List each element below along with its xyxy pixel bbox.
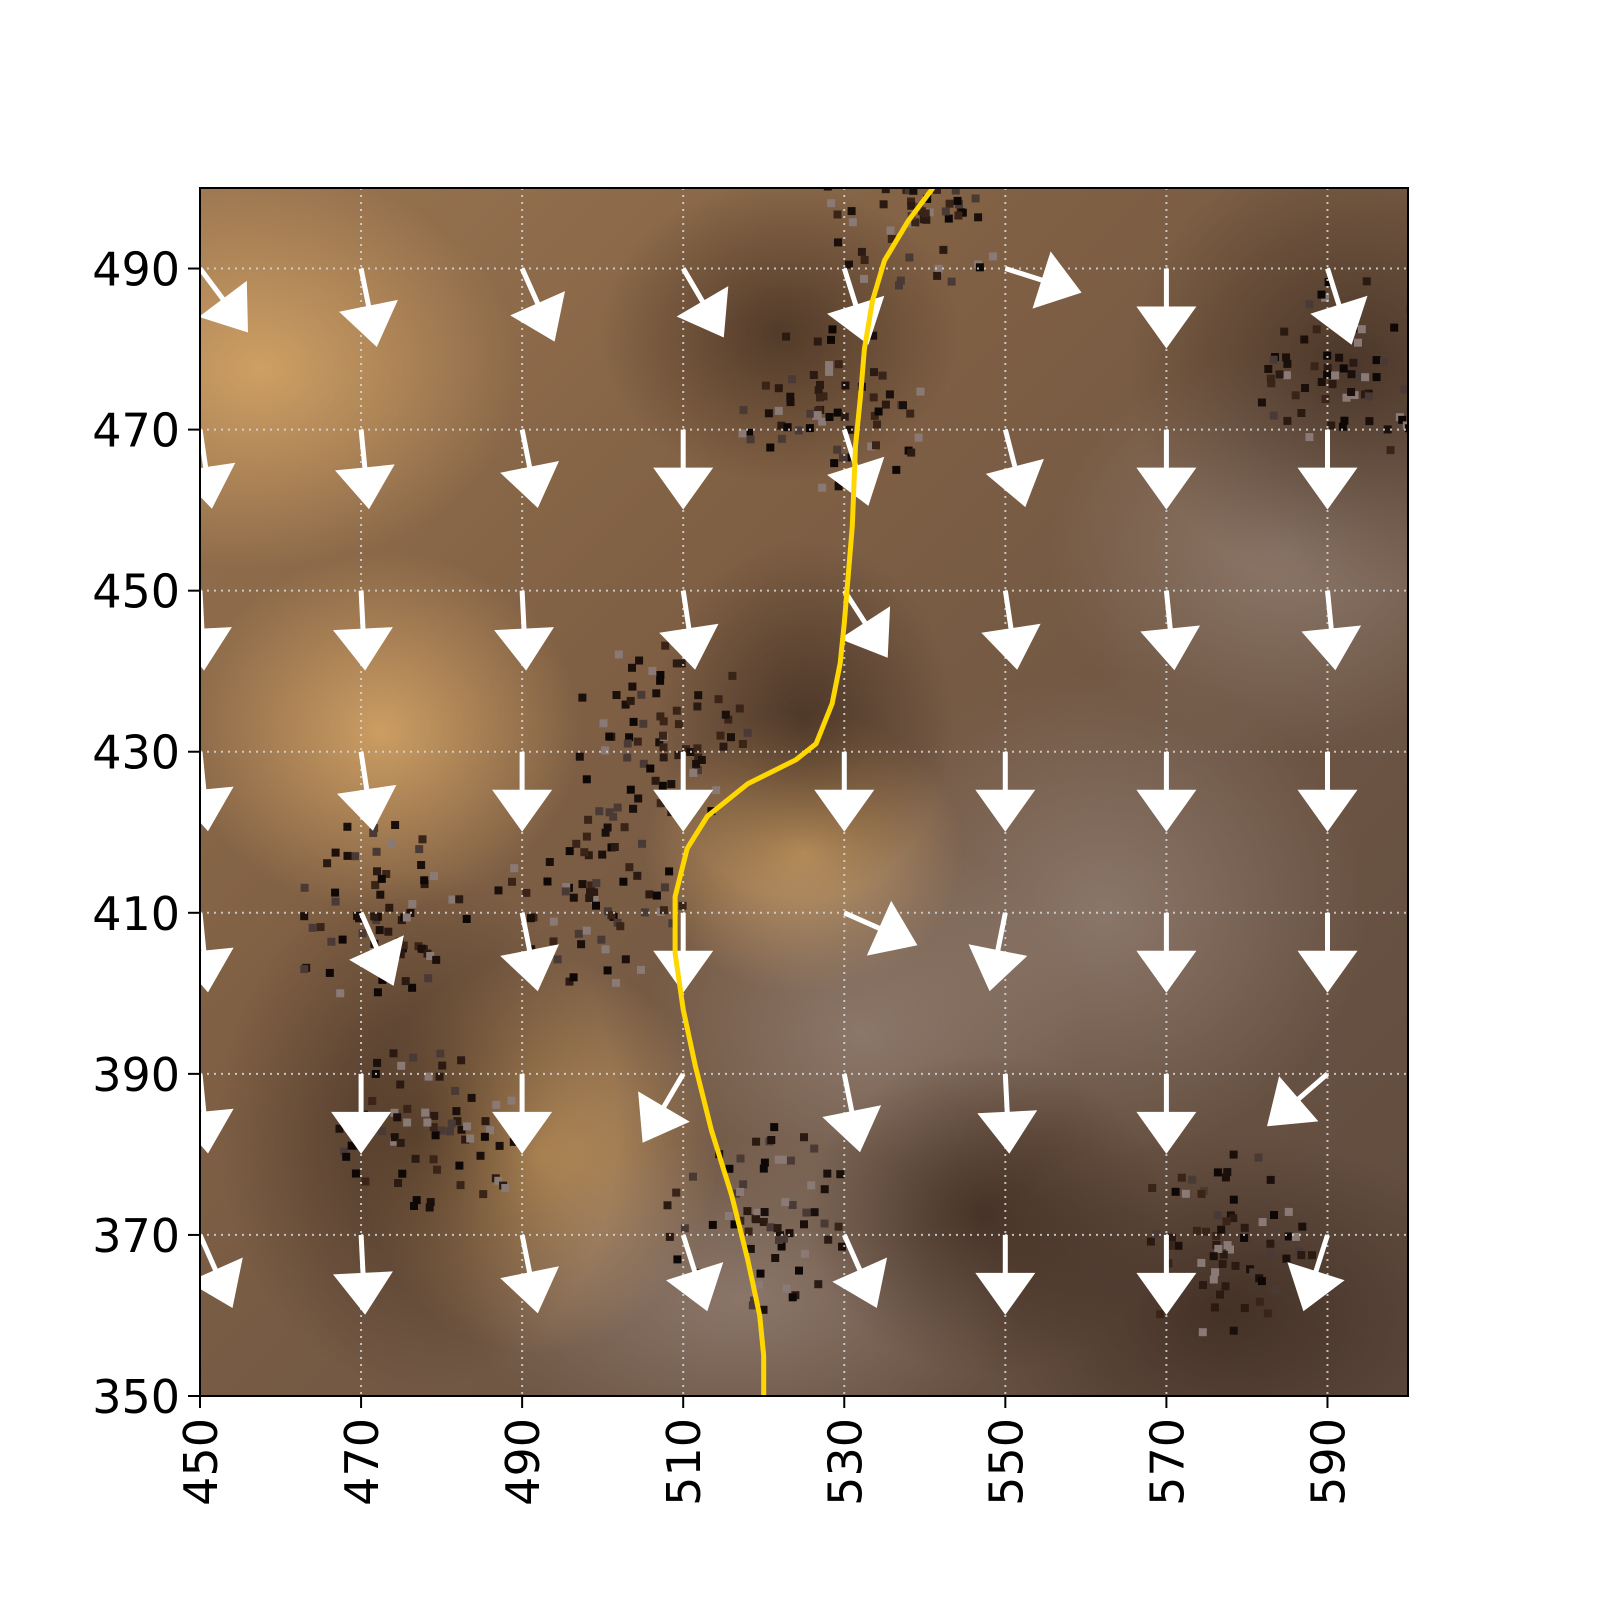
quiver-arrow <box>1267 1072 1330 1127</box>
plot-area <box>199 187 1409 1397</box>
quiver-arrow <box>843 900 918 956</box>
quiver-arrow <box>981 590 1041 670</box>
x-tick-label: 490 <box>496 1418 550 1506</box>
x-tick-label: 530 <box>818 1418 872 1506</box>
x-tick-label: 590 <box>1301 1418 1355 1506</box>
quiver-arrow <box>1310 267 1368 345</box>
quiver-arrow <box>200 912 234 993</box>
x-tick-label: 510 <box>657 1418 711 1506</box>
quiver-arrow <box>500 912 559 992</box>
x-axis: 450 470 490 510 530 550 570 590 <box>174 1396 1355 1506</box>
plot-content <box>200 188 1408 1396</box>
quiver-arrow <box>333 1234 393 1315</box>
quiver-arrow <box>1136 268 1197 349</box>
quiver-arrows <box>200 251 1368 1315</box>
quiver-arrow <box>1297 751 1358 832</box>
quiver-arrow <box>985 429 1044 508</box>
quiver-arrow <box>1287 1234 1345 1312</box>
quiver-arrow <box>653 429 714 510</box>
y-tick-label: 450 <box>92 565 180 619</box>
y-tick-label: 490 <box>92 243 180 297</box>
quiver-arrow <box>968 912 1028 992</box>
quiver-arrow <box>839 589 891 658</box>
quiver-arrow <box>1136 429 1197 510</box>
quiver-arrow <box>1140 590 1200 671</box>
x-tick-label: 570 <box>1140 1418 1194 1506</box>
quiver-arrow <box>335 429 395 510</box>
quiver-arrow <box>339 268 398 347</box>
quiver-arrow <box>200 1073 234 1154</box>
axes-frame <box>199 187 1409 1397</box>
quiver-arrow <box>1136 751 1197 832</box>
quiver-arrow <box>200 751 234 832</box>
x-tick-label: 550 <box>979 1418 1033 1506</box>
y-tick-label: 390 <box>92 1048 180 1102</box>
quiver-arrow <box>200 429 236 509</box>
terrain-texture <box>200 188 1408 1396</box>
quiver-arrow <box>200 1233 243 1308</box>
quiver-arrow <box>1301 590 1362 671</box>
y-tick-label: 470 <box>92 404 180 458</box>
quiver-arrow <box>638 1072 690 1143</box>
quiver-arrow <box>975 1234 1036 1315</box>
quiver-arrow <box>666 1234 724 1312</box>
quiver-arrow <box>676 267 729 338</box>
quiver-arrow <box>977 1073 1038 1154</box>
quiver-arrow <box>653 751 714 832</box>
y-axis: 350 370 390 410 430 450 470 490 <box>92 243 200 1424</box>
quiver-arrow <box>494 590 554 671</box>
streamline <box>672 188 936 1396</box>
quiver-arrow <box>500 429 559 508</box>
quiver-arrow <box>975 751 1036 832</box>
y-tick-label: 350 <box>92 1370 180 1424</box>
quiver-arrow <box>200 590 232 671</box>
quiver-arrow <box>659 590 719 670</box>
y-tick-label: 430 <box>92 726 180 780</box>
y-tick-label: 370 <box>92 1209 180 1263</box>
x-tick-label: 450 <box>174 1418 228 1506</box>
quiver-arrow <box>349 911 404 986</box>
quiver-arrow <box>331 1073 392 1154</box>
quiver-arrow <box>1136 912 1197 993</box>
quiver-arrow <box>337 751 397 831</box>
quiver-arrow <box>500 1234 559 1314</box>
y-tick-label: 410 <box>92 887 180 941</box>
quiver-arrow <box>200 267 248 333</box>
quiver-arrow <box>822 1073 882 1153</box>
quiver-arrow <box>653 912 714 993</box>
quiver-arrow <box>492 751 553 832</box>
x-tick-label: 470 <box>335 1418 389 1506</box>
quiver-arrow <box>1136 1073 1197 1154</box>
quiver-arrow <box>832 1233 888 1308</box>
quiver-arrow <box>333 590 393 671</box>
quiver-arrow <box>1297 912 1358 993</box>
quiver-arrow <box>510 267 565 342</box>
quiver-arrow <box>1136 1234 1197 1315</box>
quiver-arrow <box>814 751 875 832</box>
quiver-arrow <box>492 1073 553 1154</box>
quiver-arrow <box>1004 251 1082 309</box>
quiver-arrow <box>1297 429 1358 510</box>
